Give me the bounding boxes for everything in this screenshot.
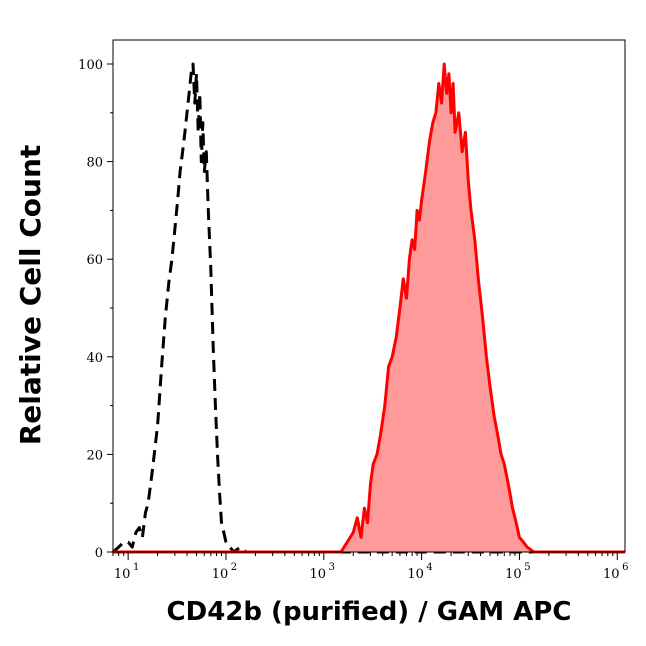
x-tick-base: 10 — [310, 567, 327, 582]
series-0-line — [112, 62, 625, 554]
x-tick-exponent: 4 — [426, 562, 432, 573]
y-tick-label: 20 — [86, 448, 103, 463]
plot-frame — [112, 39, 626, 553]
series-1-line — [113, 62, 625, 554]
plot-area — [112, 62, 625, 554]
x-tick-base: 10 — [407, 567, 424, 582]
y-tick-label: 100 — [78, 58, 103, 73]
x-tick-exponent: 5 — [524, 562, 530, 573]
x-tick-base: 10 — [114, 567, 131, 582]
y-tick-label: 60 — [86, 253, 103, 268]
x-tick-exponent: 2 — [231, 562, 237, 573]
x-tick-base: 10 — [603, 567, 620, 582]
x-tick-exponent: 3 — [329, 562, 335, 573]
x-tick-base: 10 — [505, 567, 522, 582]
y-tick-label: 40 — [86, 351, 103, 366]
x-tick-exponent: 1 — [133, 562, 139, 573]
x-tick-exponent: 6 — [622, 562, 628, 573]
y-tick-label: 80 — [86, 156, 103, 171]
x-axis-label: CD42b (purified) / GAM APC — [167, 597, 572, 627]
y-axis-label: Relative Cell Count — [14, 145, 47, 446]
series-1-fill — [113, 64, 625, 552]
y-tick-label: 0 — [95, 546, 103, 561]
x-tick-base: 10 — [212, 567, 229, 582]
